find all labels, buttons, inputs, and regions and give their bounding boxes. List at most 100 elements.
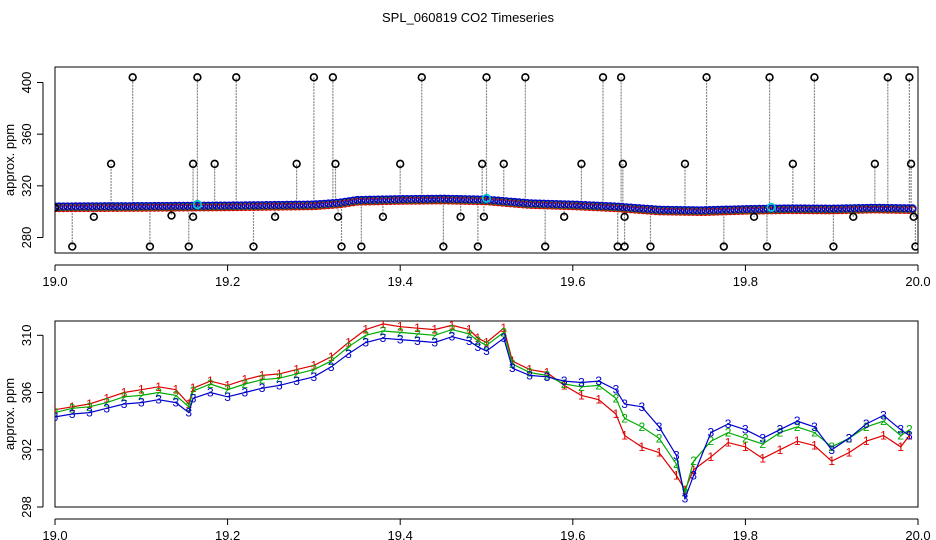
series3-point (84, 202, 93, 211)
series3-point (237, 201, 246, 210)
series3-marker: 3 (190, 391, 197, 405)
series3-point (208, 201, 217, 210)
x-tick-label: 19.0 (42, 274, 67, 289)
series3-point (452, 194, 461, 204)
series3-point (96, 202, 105, 211)
outlier-point (188, 212, 198, 222)
series2-marker: 2 (759, 437, 766, 451)
series3-marker: 3 (897, 423, 904, 437)
series2-marker: 2 (414, 327, 421, 341)
series3-point (241, 201, 250, 210)
outlier-point (331, 159, 340, 169)
series3-point (258, 201, 267, 210)
series3-point (336, 198, 345, 207)
series1-marker: 1 (86, 397, 93, 411)
series1-marker: 1 (638, 440, 645, 454)
series3-point (382, 195, 391, 204)
series3-point (287, 200, 296, 209)
series2-marker: 2 (276, 371, 283, 385)
y-tick-label: 310 (19, 324, 34, 346)
y-axis-label: approx. ppm (2, 378, 17, 450)
cyan-point (766, 202, 776, 213)
outlier-point (473, 242, 483, 251)
series1-marker: 1 (103, 391, 110, 405)
x-tick-label: 19.8 (733, 274, 758, 289)
plot-area (55, 73, 918, 251)
series1-marker: 1 (613, 407, 620, 421)
series3-point (299, 200, 308, 209)
series3-point (162, 201, 171, 211)
series3-point (692, 206, 702, 215)
series3-point (394, 195, 403, 204)
series3-point (494, 196, 503, 205)
series3-marker: 3 (172, 396, 179, 410)
series3-point (427, 194, 437, 203)
series3-marker: 3 (69, 407, 76, 421)
series1-marker: 1 (69, 400, 76, 414)
series3-point (63, 202, 72, 211)
outlier-point (333, 212, 343, 222)
series2-marker: 2 (69, 401, 76, 415)
outlier-point (499, 159, 508, 169)
series3-marker: 3 (828, 443, 835, 457)
series3-point (560, 200, 569, 209)
series2-marker: 2 (362, 328, 369, 342)
outlier-point (89, 212, 99, 222)
series3-point (129, 202, 138, 211)
series2-marker: 2 (52, 406, 59, 420)
series1-marker: 1 (544, 366, 551, 380)
series1-marker: 1 (276, 367, 283, 381)
series3-point (307, 200, 316, 209)
series1-marker: 1 (621, 428, 628, 442)
x-axis: 19.0 19.2 19.4 19.6 19.8 20.0 (42, 264, 931, 289)
series2-marker: 2 (863, 420, 870, 434)
series3-point (142, 201, 151, 211)
series3-point (854, 204, 863, 213)
series3-marker: 3 (293, 374, 300, 388)
series3-point (788, 204, 797, 213)
series3-point (295, 200, 304, 209)
y-tick-label: 306 (19, 382, 34, 404)
series1-marker: 1 (380, 317, 387, 331)
series3-point (506, 197, 515, 206)
series3-marker: 3 (725, 417, 732, 431)
series1-marker: 1 (328, 350, 335, 364)
series3-marker: 3 (673, 448, 680, 462)
series3-point (622, 203, 631, 212)
series3-marker: 3 (483, 344, 490, 358)
series3-point (846, 204, 855, 213)
series3-marker: 3 (397, 333, 404, 347)
outlier-point (909, 212, 918, 222)
outlier-point (810, 73, 819, 82)
series3-point (879, 203, 888, 213)
series1-marker: 1 (311, 358, 318, 372)
series3-point (448, 194, 457, 204)
series3-marker: 3 (86, 406, 93, 420)
series3-marker: 3 (466, 334, 473, 348)
series3-point (324, 199, 333, 208)
series3-point (175, 201, 184, 210)
series3-point (784, 204, 793, 213)
series1-marker: 1 (708, 450, 715, 464)
series3-marker: 3 (906, 428, 913, 442)
series3-point (539, 199, 548, 208)
outlier-point (749, 212, 759, 222)
series1-marker: 1 (362, 323, 369, 337)
series3-point (345, 197, 354, 206)
outlier-point (559, 212, 569, 222)
series2-marker: 2 (742, 431, 749, 445)
outlier-point (618, 159, 628, 169)
series3-marker: 3 (103, 401, 110, 415)
series3-point (651, 205, 660, 214)
series2-marker: 2 (311, 363, 318, 377)
series1-marker: 1 (259, 368, 266, 382)
series1-marker: 1 (345, 335, 352, 349)
series2-marker: 2 (621, 411, 628, 425)
series3-point (440, 194, 449, 203)
outlier-point (870, 159, 880, 169)
series3-point (316, 199, 325, 209)
outlier-point (829, 242, 838, 251)
outlier-point (184, 242, 193, 251)
series3-point (349, 196, 358, 205)
